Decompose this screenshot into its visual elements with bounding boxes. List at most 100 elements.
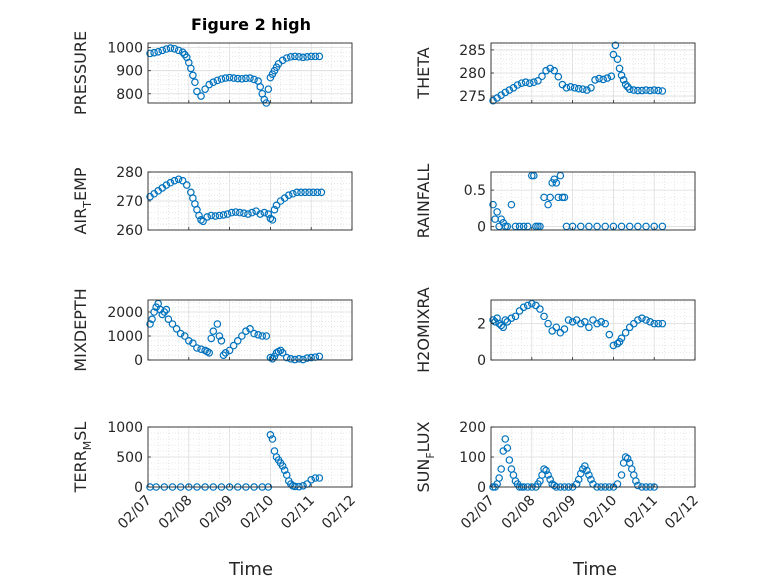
air-temp-data-point	[289, 189, 297, 198]
theta-data-point	[501, 88, 510, 97]
mixdepth-data-point	[254, 330, 262, 339]
pressure-data-point	[315, 52, 324, 61]
air-temp-data-point	[260, 208, 269, 217]
pressure-data-point	[150, 48, 158, 57]
pressure-data-point	[170, 44, 179, 53]
pressure-data-point	[250, 75, 258, 84]
subplot-h2omixra: 0 2 H2OMIXRA	[414, 287, 696, 373]
mixdepth-data-point	[158, 310, 167, 319]
air-temp-data-point	[215, 211, 224, 220]
rainfall-data-point	[552, 179, 561, 187]
air-temp-y-tick-label: 260	[116, 223, 143, 239]
mixdepth-y-axis-label: MIXDEPTH	[71, 288, 90, 371]
mixdepth-data-point	[262, 332, 271, 340]
rainfall-data-point	[560, 193, 569, 202]
theta-data-point	[623, 83, 632, 91]
h2omixra-data-point	[609, 341, 618, 350]
mixdepth-data-point	[246, 324, 254, 333]
pressure-data-point	[238, 74, 246, 83]
sun-flux-data-point	[583, 466, 591, 475]
mixdepth-data-point	[148, 315, 156, 324]
air-temp-data-point	[297, 188, 305, 197]
theta-data-point	[587, 83, 595, 92]
theta-data-point	[570, 83, 579, 92]
theta-data-point	[617, 71, 626, 80]
air-temp-data-point	[199, 217, 207, 226]
h2omixra-data-point	[650, 319, 659, 328]
mixdepth-data-point	[180, 332, 189, 340]
mixdepth-data-point	[303, 354, 311, 362]
sun-flux-data-point	[581, 462, 589, 470]
h2omixra-data-point	[523, 301, 532, 310]
air-temp-data-point	[264, 210, 273, 218]
pressure-data-point	[246, 74, 254, 82]
sun-flux-data-point	[621, 453, 630, 461]
theta-data-point	[566, 83, 575, 91]
air-temp-data-point	[231, 208, 240, 216]
mixdepth-data-point	[219, 351, 228, 360]
theta-y-tick-label: 275	[459, 89, 486, 105]
pressure-data-point	[225, 73, 234, 82]
sun-flux-y-axis-label: SUNFLUX	[414, 421, 437, 492]
theta-data-point	[546, 64, 554, 73]
air-temp-data-point	[170, 176, 179, 185]
subplot-pressure: 800 900 1000 PRESSURE	[71, 31, 353, 115]
sun-flux-y-tick-label: 100	[459, 450, 486, 466]
h2omixra-data-point	[646, 318, 654, 326]
h2omixra-data-point	[519, 303, 528, 312]
mixdepth-data-point	[250, 329, 258, 338]
theta-data-point	[525, 79, 534, 87]
air-temp-data-point	[166, 178, 175, 187]
air-temp-data-point	[197, 216, 205, 224]
terr-msl-data-point	[291, 482, 299, 491]
h2omixra-data-point	[601, 319, 610, 328]
subplot-mixdepth: 0 1000 2000 MIXDEPTH	[71, 288, 353, 372]
h2omixra-data-point	[585, 323, 593, 332]
theta-data-point	[578, 85, 587, 93]
sun-flux-y-tick-label: 200	[459, 420, 486, 436]
h2omixra-data-point	[576, 319, 585, 328]
pressure-data-point	[201, 85, 209, 93]
theta-data-point	[625, 85, 634, 93]
mixdepth-data-point	[229, 341, 238, 350]
pressure-data-point	[303, 53, 311, 61]
h2omixra-data-point	[560, 325, 569, 333]
pressure-data-point	[307, 52, 316, 61]
terr-msl-data-point	[311, 474, 320, 482]
theta-data-point	[611, 41, 620, 50]
rainfall-axes-box	[490, 171, 696, 231]
theta-data-point	[603, 74, 612, 82]
pressure-data-point	[295, 53, 303, 61]
rainfall-y-axis-label: RAINFALL	[414, 164, 433, 239]
terr-msl-data-point	[280, 466, 289, 475]
subplot-rainfall: 0 0.5 RAINFALL	[414, 164, 696, 239]
air-temp-data-point	[203, 213, 211, 221]
h2omixra-data-point	[491, 318, 499, 326]
air-temp-y-tick-label: 280	[116, 165, 143, 181]
pressure-data-point	[278, 56, 287, 65]
pressure-axes-box	[147, 42, 353, 104]
pressure-data-point	[197, 92, 205, 100]
mixdepth-data-point	[162, 305, 171, 314]
theta-data-point	[562, 83, 571, 92]
air-temp-y-axis-label: AIRTEMP	[71, 167, 94, 234]
mixdepth-data-point	[146, 320, 154, 328]
air-temp-data-point	[174, 175, 183, 184]
sun-flux-data-point	[501, 435, 510, 443]
pressure-data-point	[154, 47, 163, 56]
theta-data-point	[607, 72, 616, 81]
mixdepth-data-point	[291, 355, 299, 364]
mixdepth-data-point	[268, 354, 277, 363]
terr-msl-y-tick-label: 1000	[107, 420, 143, 436]
pressure-data-point	[256, 83, 265, 91]
mixdepth-data-point	[205, 348, 214, 357]
mixdepth-data-point	[276, 346, 285, 355]
sun-flux-data-point	[505, 456, 514, 464]
sun-flux-data-point	[540, 465, 548, 473]
pressure-data-point	[264, 85, 273, 93]
pressure-data-point	[217, 75, 226, 83]
mixdepth-data-point	[209, 327, 218, 336]
theta-data-point	[619, 76, 628, 84]
air-temp-data-point	[317, 188, 326, 197]
